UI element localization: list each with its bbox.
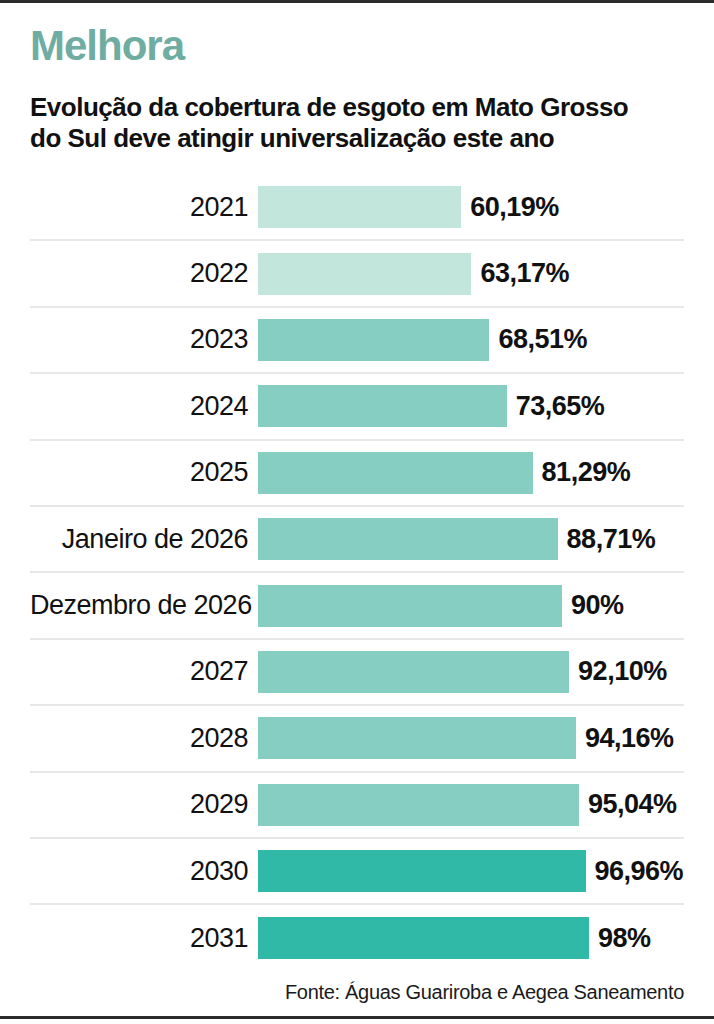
category-label: 2027 bbox=[30, 656, 248, 687]
value-label: 81,29% bbox=[542, 457, 631, 488]
category-label: 2021 bbox=[30, 192, 248, 223]
value-label: 68,51% bbox=[498, 324, 587, 355]
bar-track: 63,17% bbox=[258, 253, 684, 295]
chart-row: 2031 98% bbox=[30, 905, 684, 971]
bar bbox=[258, 253, 471, 295]
category-label: 2028 bbox=[30, 723, 248, 754]
bar-track: 90% bbox=[258, 585, 684, 627]
chart-kicker-title: Melhora bbox=[0, 0, 714, 70]
category-label: 2024 bbox=[30, 391, 248, 422]
value-label: 90% bbox=[571, 590, 624, 621]
category-label: 2023 bbox=[30, 324, 248, 355]
chart-row: 2025 81,29% bbox=[30, 441, 684, 507]
chart-row: 2021 60,19% bbox=[30, 175, 684, 241]
bar bbox=[258, 850, 586, 892]
chart-row: 2030 96,96% bbox=[30, 839, 684, 905]
bar-track: 73,65% bbox=[258, 385, 684, 427]
value-label: 92,10% bbox=[578, 656, 667, 687]
category-label: Dezembro de 2026 bbox=[30, 590, 248, 621]
value-label: 88,71% bbox=[567, 524, 656, 555]
source-credit: Fonte: Águas Guariroba e Aegea Saneament… bbox=[30, 981, 684, 1004]
value-label: 95,04% bbox=[588, 789, 677, 820]
value-label: 63,17% bbox=[480, 258, 569, 289]
chart-subtitle: Evolução da cobertura de esgoto em Mato … bbox=[0, 70, 714, 154]
bar bbox=[258, 917, 589, 959]
bar-track: 88,71% bbox=[258, 518, 684, 560]
bar bbox=[258, 585, 562, 627]
bar bbox=[258, 186, 461, 228]
value-label: 98% bbox=[598, 923, 651, 954]
value-label: 94,16% bbox=[585, 723, 674, 754]
category-label: 2031 bbox=[30, 923, 248, 954]
bar-track: 60,19% bbox=[258, 186, 684, 228]
bar bbox=[258, 717, 576, 759]
chart-subtitle-line1: Evolução da cobertura de esgoto em Mato … bbox=[30, 92, 628, 122]
chart-row: 2024 73,65% bbox=[30, 374, 684, 440]
chart-row: 2022 63,17% bbox=[30, 241, 684, 307]
chart-row: 2023 68,51% bbox=[30, 308, 684, 374]
value-label: 96,96% bbox=[595, 856, 684, 887]
bar-track: 94,16% bbox=[258, 717, 684, 759]
top-rule bbox=[0, 0, 714, 3]
value-label: 73,65% bbox=[516, 391, 605, 422]
infographic: Melhora Evolução da cobertura de esgoto … bbox=[0, 0, 714, 1024]
chart-row: 2029 95,04% bbox=[30, 773, 684, 839]
bar-track: 81,29% bbox=[258, 452, 684, 494]
bar-track: 98% bbox=[258, 917, 684, 959]
chart-row: 2027 92,10% bbox=[30, 640, 684, 706]
chart-row: Janeiro de 2026 88,71% bbox=[30, 507, 684, 573]
chart-row: 2028 94,16% bbox=[30, 706, 684, 772]
bar-chart: 2021 60,19% 2022 63,17% 2023 68,51% 2024… bbox=[30, 175, 684, 972]
bar-track: 68,51% bbox=[258, 319, 684, 361]
bar-track: 92,10% bbox=[258, 651, 684, 693]
bottom-rule bbox=[0, 1016, 714, 1019]
bar bbox=[258, 651, 569, 693]
bar-track: 96,96% bbox=[258, 850, 684, 892]
bar bbox=[258, 784, 579, 826]
category-label: 2025 bbox=[30, 457, 248, 488]
category-label: 2022 bbox=[30, 258, 248, 289]
category-label: 2029 bbox=[30, 789, 248, 820]
category-label: Janeiro de 2026 bbox=[30, 524, 248, 555]
bar bbox=[258, 385, 507, 427]
category-label: 2030 bbox=[30, 856, 248, 887]
bar bbox=[258, 518, 558, 560]
bar bbox=[258, 319, 489, 361]
chart-row: Dezembro de 2026 90% bbox=[30, 573, 684, 639]
bar bbox=[258, 452, 533, 494]
value-label: 60,19% bbox=[470, 192, 559, 223]
chart-subtitle-line2: do Sul deve atingir universalização este… bbox=[30, 123, 554, 153]
bar-track: 95,04% bbox=[258, 784, 684, 826]
